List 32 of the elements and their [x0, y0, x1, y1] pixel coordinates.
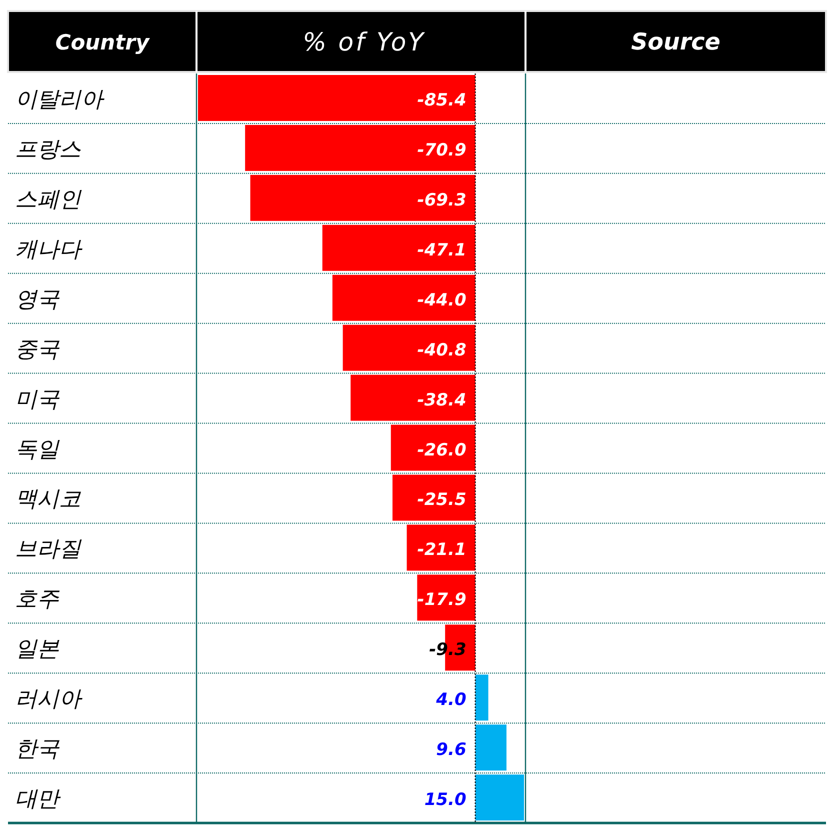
value-label: -47.1: [417, 240, 466, 260]
category-label: 독일: [15, 437, 59, 462]
category-label: 대만: [15, 787, 59, 812]
value-label: 15.0: [424, 790, 466, 810]
value-label: -85.4: [417, 90, 466, 110]
value-label: -21.1: [417, 540, 466, 560]
category-label: 맥시코: [15, 487, 81, 512]
category-label: 러시아: [15, 687, 81, 712]
value-label: -69.3: [417, 190, 466, 210]
category-label: 프랑스: [15, 137, 81, 162]
category-label: 캐나다: [15, 237, 81, 262]
value-label: -38.4: [417, 390, 466, 410]
value-label: 9.6: [436, 740, 466, 760]
value-label: -70.9: [417, 140, 466, 160]
category-label: 이탈리아: [15, 87, 103, 112]
value-label: -40.8: [417, 340, 466, 360]
value-label: -25.5: [417, 490, 466, 510]
category-label: 미국: [15, 387, 59, 412]
value-label: -44.0: [417, 290, 466, 310]
ylabel: Country: [55, 30, 150, 54]
category-label: 한국: [15, 737, 59, 762]
category-label: 호주: [15, 587, 59, 612]
value-label: -26.0: [417, 440, 466, 460]
annotation: Source: [631, 30, 720, 56]
category-label: 중국: [15, 337, 59, 362]
value-label: -17.9: [417, 590, 466, 610]
category-label: 일본: [15, 637, 59, 662]
category-label: 영국: [15, 287, 59, 312]
category-label: 스페인: [15, 187, 81, 212]
xlabel: % of YoY: [302, 28, 426, 56]
category-label: 브라질: [15, 537, 81, 562]
value-label: 4.0: [436, 690, 466, 710]
